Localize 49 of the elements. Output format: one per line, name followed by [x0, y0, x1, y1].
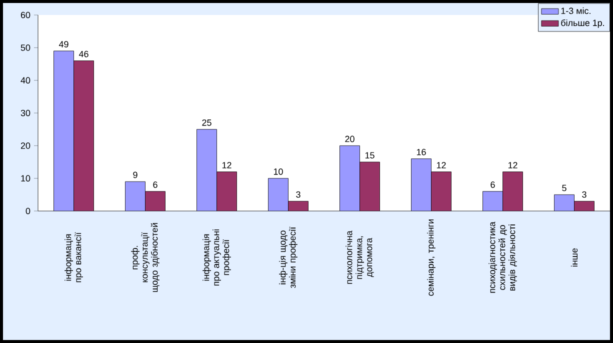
data-label: 3	[296, 191, 300, 198]
bar	[502, 172, 523, 211]
x-tick-label: психологічна підтримка, допомога	[346, 230, 374, 284]
x-tick-label: психодіагностика схильностей до видів діяльності	[488, 222, 517, 293]
data-label: 12	[436, 162, 446, 168]
y-tick-label: 0	[26, 208, 30, 214]
data-label: 12	[508, 162, 518, 168]
data-label: 49	[58, 41, 68, 48]
bar	[125, 182, 146, 211]
y-tick-label: 50	[20, 44, 30, 51]
bar	[411, 158, 432, 211]
data-label: 15	[365, 152, 374, 158]
x-tick-label: проф. консультації щодо здібностей	[131, 223, 160, 292]
data-label: 12	[222, 162, 232, 168]
bar	[360, 162, 380, 211]
y-tick-label: 40	[20, 77, 30, 84]
bar	[196, 129, 217, 211]
legend-label: більше 1р.	[561, 19, 604, 28]
data-label: 10	[274, 168, 283, 175]
x-tick-label: семінари, тренінги	[427, 220, 436, 296]
bar	[216, 172, 237, 211]
bar	[54, 50, 74, 211]
data-label: 5	[562, 184, 566, 192]
y-tick-label: 10	[21, 175, 30, 182]
x-tick-label: інше	[570, 248, 578, 266]
bar	[574, 201, 594, 211]
data-label: 3	[582, 191, 586, 198]
bar	[431, 172, 452, 211]
data-label: 25	[202, 119, 212, 126]
data-label: 16	[416, 148, 426, 156]
x-tick-label: інформація про вакансії	[64, 232, 83, 282]
data-label: 20	[345, 136, 354, 142]
bar	[288, 201, 308, 211]
data-label: 46	[78, 50, 88, 58]
y-tick-label: 60	[20, 12, 30, 18]
bar	[482, 191, 503, 211]
bar	[554, 194, 574, 211]
bar	[268, 178, 288, 211]
y-tick-label: 20	[20, 142, 30, 149]
x-tick-label: інф-ція щодо зміни професії	[279, 226, 298, 288]
legend-label: 1-3 міс.	[561, 7, 590, 14]
x-tick-label: інформація про актуальні професії	[202, 229, 231, 286]
data-label: 6	[490, 182, 495, 188]
bar	[145, 191, 166, 211]
data-label: 6	[153, 182, 158, 188]
data-label: 9	[133, 172, 138, 178]
bar	[340, 146, 360, 211]
y-tick-label: 30	[20, 110, 30, 116]
bar	[74, 60, 94, 211]
